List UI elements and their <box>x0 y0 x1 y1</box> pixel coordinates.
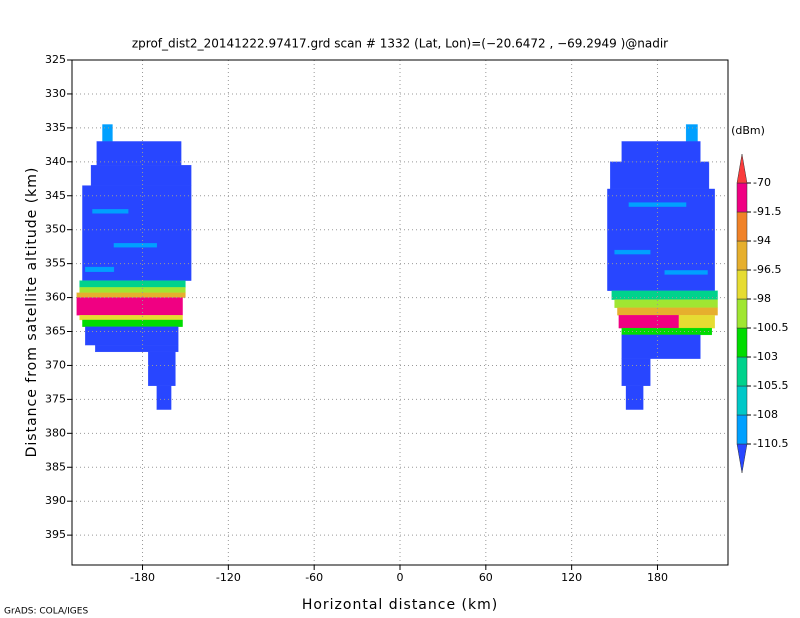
colorbar-unit: (dBm) <box>731 124 765 137</box>
colorbar-box <box>736 269 748 300</box>
cell <box>76 292 186 298</box>
y-tick-label: 390 <box>45 494 66 507</box>
cell <box>618 315 680 329</box>
cell <box>82 319 183 327</box>
cell <box>156 385 172 410</box>
colorbar-high <box>736 153 748 184</box>
colorbar-box <box>736 298 748 329</box>
cell <box>113 243 157 248</box>
cell <box>95 344 179 353</box>
cell <box>611 290 718 300</box>
colorbar-label: -105.5 <box>753 379 788 392</box>
colorbar-label: -98 <box>753 292 771 305</box>
footer: GrADS: COLA/IGES <box>4 607 88 617</box>
y-tick-label: 380 <box>45 426 66 439</box>
y-tick-label: 385 <box>45 460 66 473</box>
colorbar-box <box>736 182 748 213</box>
cell <box>621 334 701 359</box>
cell <box>85 326 179 346</box>
colorbar-label: -70 <box>753 176 771 189</box>
x-tick-label: -60 <box>305 571 323 584</box>
y-tick-label: 365 <box>45 325 66 338</box>
y-axis-label: Distance from satellite altitude (km) <box>24 167 40 458</box>
cell <box>625 385 644 410</box>
colorbar-label: -94 <box>753 234 771 247</box>
colorbar-box <box>736 385 748 416</box>
cell <box>610 161 710 190</box>
x-axis-label: Horizontal distance (km) <box>302 597 498 613</box>
colorbar-label: -103 <box>753 350 778 363</box>
cell <box>614 299 718 308</box>
cell <box>664 270 708 275</box>
cell <box>148 351 176 386</box>
x-tick-label: 180 <box>647 571 668 584</box>
colorbar-label: -108 <box>753 408 778 421</box>
colorbar-box <box>736 240 748 271</box>
cell <box>614 249 651 255</box>
x-tick-label: -180 <box>130 571 155 584</box>
cell <box>678 315 715 329</box>
cell <box>76 297 183 316</box>
colorbar-box <box>736 211 748 242</box>
colorbar-label: -100.5 <box>753 321 788 334</box>
y-tick-label: 395 <box>45 528 66 541</box>
cell <box>617 307 718 316</box>
colorbar-label: -96.5 <box>753 263 781 276</box>
colorbar-label: -110.5 <box>753 437 788 450</box>
colorbar-box <box>736 414 748 445</box>
x-tick-label: 120 <box>561 571 582 584</box>
cell <box>79 280 186 288</box>
cell <box>621 358 651 386</box>
colorbar-label: -91.5 <box>753 205 781 218</box>
y-tick-label: 370 <box>45 358 66 371</box>
cell <box>685 124 698 142</box>
y-tick-label: 325 <box>45 53 66 66</box>
y-tick-label: 345 <box>45 189 66 202</box>
y-tick-label: 355 <box>45 257 66 270</box>
cell <box>621 141 701 162</box>
y-tick-label: 330 <box>45 87 66 100</box>
x-tick-label: -120 <box>216 571 241 584</box>
cell <box>79 315 183 321</box>
y-tick-label: 375 <box>45 392 66 405</box>
y-tick-label: 350 <box>45 223 66 236</box>
colorbar-box <box>736 327 748 358</box>
x-tick-label: 60 <box>479 571 493 584</box>
cell <box>90 165 192 186</box>
cell <box>82 185 192 281</box>
chart-title: zprof_dist2_20141222.97417.grd scan # 13… <box>132 37 668 51</box>
cell <box>621 327 712 336</box>
cell <box>92 209 129 214</box>
cell <box>102 124 113 142</box>
cell <box>85 266 115 272</box>
colorbar-box <box>736 356 748 387</box>
plot-frame <box>71 59 729 566</box>
x-tick-label: 0 <box>397 571 404 584</box>
y-tick-label: 360 <box>45 291 66 304</box>
cell <box>79 287 186 293</box>
y-tick-label: 340 <box>45 155 66 168</box>
y-tick-label: 335 <box>45 121 66 134</box>
